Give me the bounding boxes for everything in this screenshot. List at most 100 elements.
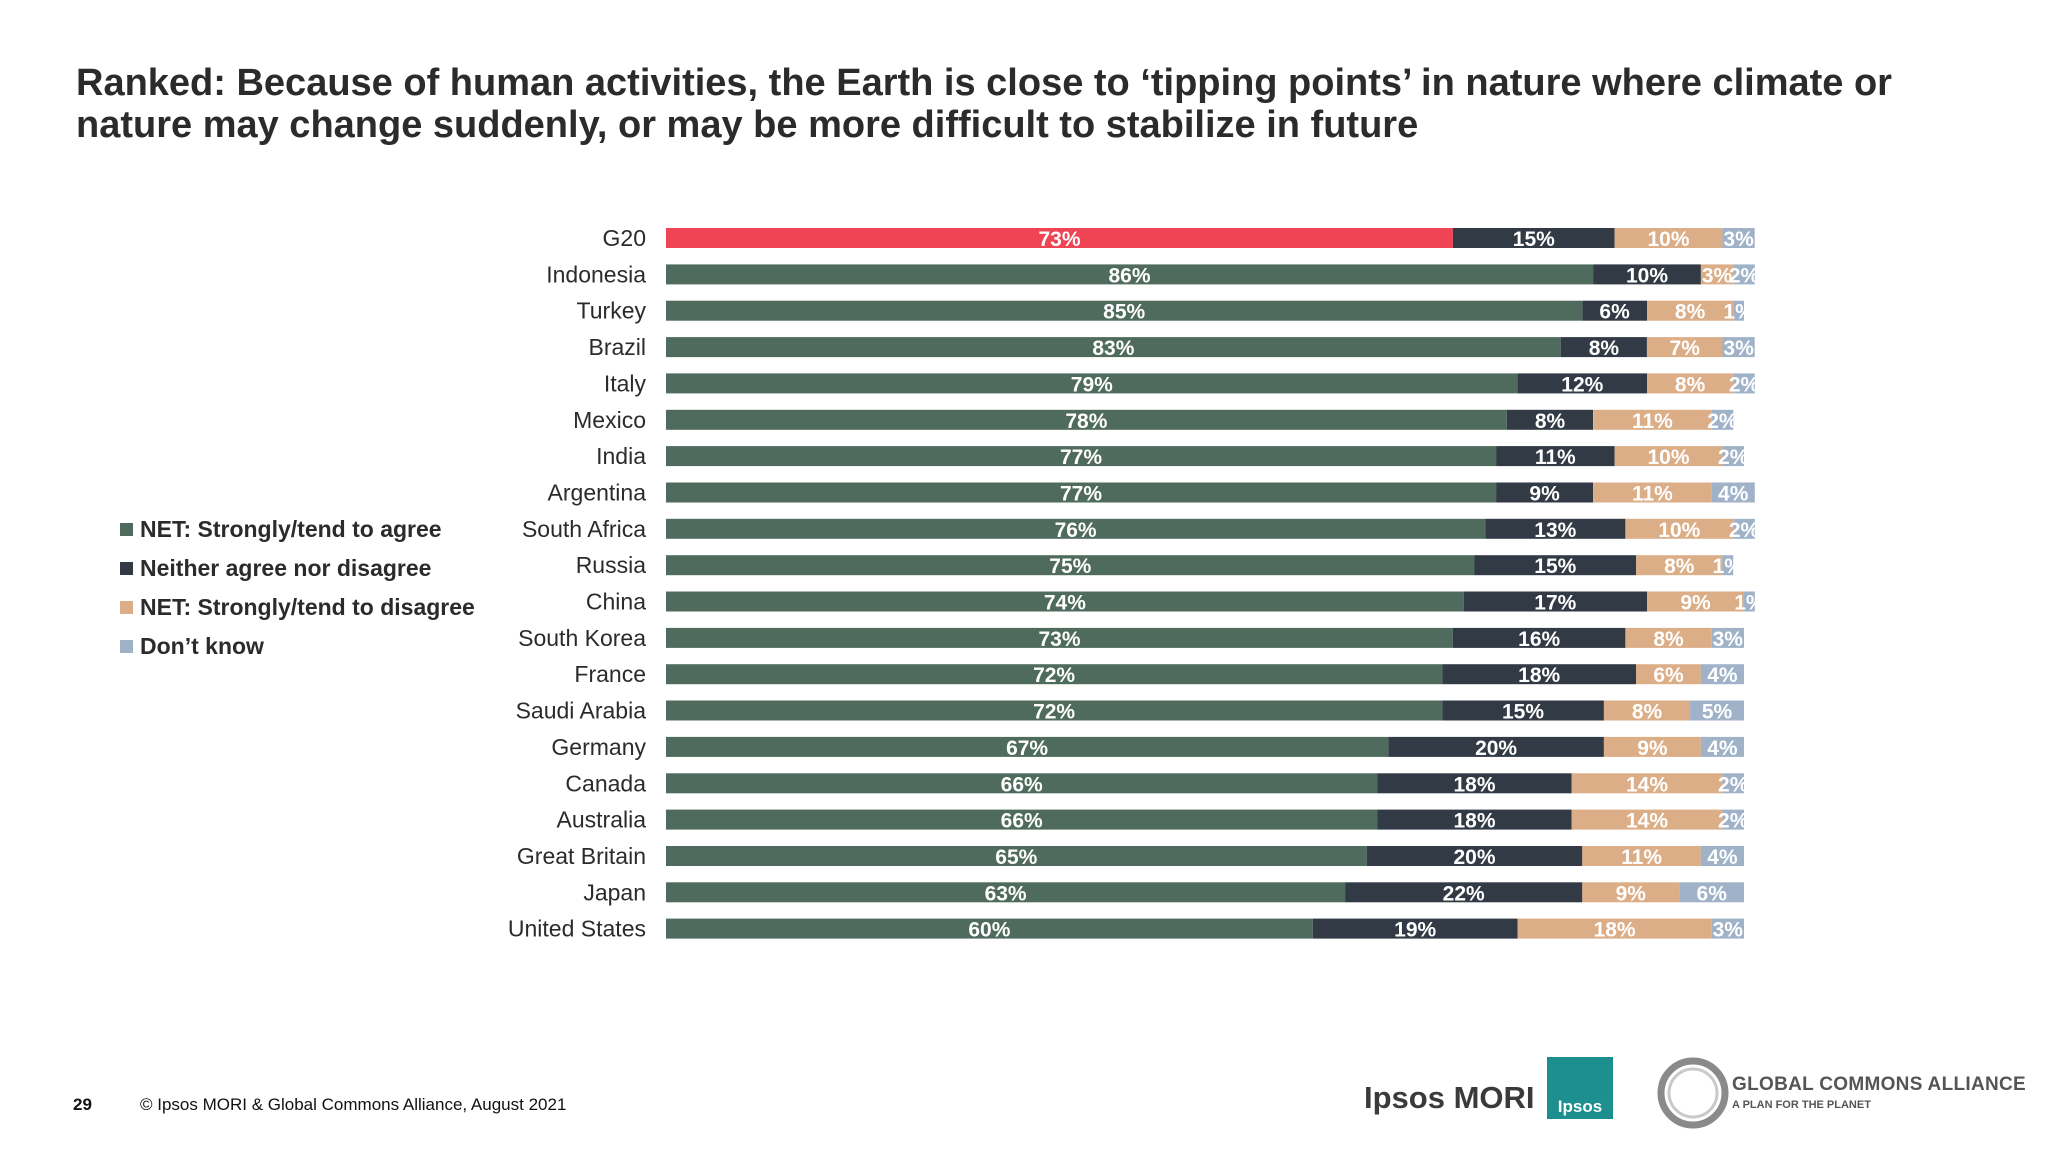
data-label-united-states-disagree: 18%	[1594, 919, 1636, 942]
data-label-brazil-neither: 8%	[1589, 337, 1620, 360]
legend-item-agree: NET: Strongly/tend to agree	[120, 510, 500, 549]
category-label-germany: Germany	[551, 734, 646, 760]
bar-canada-dont-know	[1722, 773, 1744, 794]
bar-south-korea-dont-know	[1711, 627, 1744, 648]
data-label-south-korea-dont-know: 3%	[1713, 628, 1744, 651]
category-label-south-korea: South Korea	[518, 625, 646, 651]
bar-china-neither	[1463, 591, 1647, 612]
data-label-south-korea-agree: 73%	[1038, 628, 1080, 651]
bar-italy-dont-know	[1733, 373, 1755, 394]
data-label-china-agree: 74%	[1044, 592, 1086, 615]
data-label-australia-agree: 66%	[1001, 810, 1043, 833]
legend-label-disagree: NET: Strongly/tend to disagree	[140, 594, 475, 620]
data-label-china-neither: 17%	[1534, 592, 1576, 615]
bar-great-britain-agree	[666, 846, 1367, 866]
bar-germany-disagree	[1603, 736, 1701, 757]
legend-swatch-agree	[120, 523, 133, 536]
bar-russia-disagree	[1636, 555, 1723, 576]
data-label-indonesia-neither: 10%	[1626, 264, 1668, 287]
data-label-saudi-arabia-agree: 72%	[1033, 701, 1075, 724]
data-label-italy-neither: 12%	[1561, 373, 1603, 396]
bar-canada-disagree	[1571, 773, 1723, 794]
bar-south-africa-dont-know	[1733, 518, 1755, 539]
data-label-russia-dont-know: 1%	[1713, 555, 1744, 578]
data-label-japan-agree: 63%	[985, 882, 1027, 905]
chart-legend: NET: Strongly/tend to agree Neither agre…	[120, 510, 500, 666]
bar-turkey-dont-know	[1733, 300, 1744, 321]
gca-logo-tagline: A PLAN FOR THE PLANET	[1732, 1099, 1871, 1111]
data-label-italy-agree: 79%	[1071, 373, 1113, 396]
legend-label-neither: Neither agree nor disagree	[140, 555, 432, 581]
bar-indonesia-disagree	[1700, 264, 1734, 285]
bar-australia-disagree	[1571, 809, 1723, 830]
legend-item-disagree: NET: Strongly/tend to disagree	[120, 588, 500, 627]
bar-south-africa-disagree	[1625, 518, 1734, 539]
data-label-japan-disagree: 9%	[1616, 882, 1647, 905]
bar-china-agree	[666, 591, 1464, 612]
gca-logo-icon	[1657, 1057, 1729, 1129]
data-label-japan-neither: 22%	[1443, 882, 1485, 905]
category-label-united-states: United States	[508, 916, 646, 942]
data-label-great-britain-dont-know: 4%	[1707, 846, 1738, 869]
category-label-indonesia: Indonesia	[546, 261, 646, 287]
category-label-france: France	[574, 661, 646, 687]
data-label-great-britain-agree: 65%	[995, 846, 1037, 869]
bar-australia-neither	[1377, 809, 1572, 830]
bar-japan-dont-know	[1679, 882, 1744, 903]
data-label-united-states-neither: 19%	[1394, 919, 1436, 942]
copyright-notice: © Ipsos MORI & Global Commons Alliance, …	[140, 1095, 567, 1114]
data-label-turkey-disagree: 8%	[1675, 301, 1706, 324]
data-label-canada-agree: 66%	[1001, 773, 1043, 796]
data-label-canada-disagree: 14%	[1626, 773, 1668, 796]
legend-item-dont-know: Don’t know	[120, 627, 500, 666]
category-label-turkey: Turkey	[577, 298, 647, 324]
bar-united-states-agree	[666, 918, 1313, 939]
bar-argentina-neither	[1496, 482, 1594, 503]
bar-argentina-agree	[666, 482, 1497, 503]
bar-g20-disagree	[1614, 228, 1723, 248]
bar-australia-agree	[666, 809, 1378, 830]
bar-argentina-disagree	[1593, 482, 1712, 503]
bar-brazil-dont-know	[1722, 337, 1755, 358]
bar-south-africa-neither	[1485, 518, 1626, 539]
data-label-south-korea-neither: 16%	[1518, 628, 1560, 651]
bar-germany-neither	[1388, 736, 1604, 757]
bar-turkey-neither	[1582, 300, 1647, 321]
bar-indonesia-dont-know	[1733, 264, 1755, 285]
data-label-brazil-dont-know: 3%	[1723, 337, 1754, 360]
data-label-mexico-dont-know: 2%	[1707, 410, 1738, 433]
bar-mexico-neither	[1506, 409, 1593, 430]
bar-china-disagree	[1647, 591, 1744, 612]
legend-swatch-neither	[120, 562, 133, 575]
category-label-saudi-arabia: Saudi Arabia	[516, 698, 647, 724]
category-label-south-africa: South Africa	[522, 516, 646, 542]
data-label-brazil-disagree: 7%	[1670, 337, 1701, 360]
data-label-argentina-agree: 77%	[1060, 483, 1102, 506]
category-label-china: China	[586, 589, 646, 615]
category-label-russia: Russia	[576, 552, 647, 578]
data-label-south-africa-agree: 76%	[1055, 519, 1097, 542]
data-label-great-britain-disagree: 11%	[1621, 846, 1662, 869]
data-label-italy-disagree: 8%	[1675, 373, 1706, 396]
data-label-australia-neither: 18%	[1453, 810, 1495, 833]
bar-argentina-dont-know	[1711, 482, 1755, 503]
data-label-brazil-agree: 83%	[1092, 337, 1134, 360]
data-label-mexico-agree: 78%	[1065, 410, 1107, 433]
bar-russia-dont-know	[1722, 555, 1734, 576]
bar-australia-dont-know	[1722, 809, 1744, 830]
bar-canada-agree	[666, 773, 1378, 794]
data-label-france-agree: 72%	[1033, 664, 1075, 687]
category-label-brazil: Brazil	[588, 334, 646, 360]
data-label-china-dont-know: 1%	[1734, 592, 1765, 615]
data-label-mexico-disagree: 11%	[1632, 410, 1673, 433]
bar-south-korea-disagree	[1625, 627, 1712, 648]
data-label-canada-neither: 18%	[1453, 773, 1495, 796]
bar-united-states-neither	[1312, 918, 1518, 939]
data-label-turkey-dont-know: 1%	[1723, 301, 1754, 324]
data-label-india-disagree: 10%	[1647, 446, 1689, 469]
bar-japan-disagree	[1582, 882, 1680, 903]
bar-france-agree	[666, 664, 1443, 685]
data-label-great-britain-neither: 20%	[1453, 846, 1495, 869]
data-label-argentina-dont-know: 4%	[1718, 483, 1749, 506]
data-label-turkey-neither: 6%	[1599, 301, 1630, 324]
